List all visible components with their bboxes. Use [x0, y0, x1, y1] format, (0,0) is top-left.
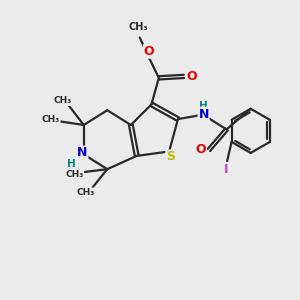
Text: H: H: [67, 159, 76, 169]
Text: H: H: [199, 101, 208, 111]
Text: CH₃: CH₃: [65, 170, 83, 179]
Text: O: O: [186, 70, 196, 83]
Text: CH₃: CH₃: [42, 115, 60, 124]
Text: CH₃: CH₃: [77, 188, 95, 197]
Text: CH₃: CH₃: [128, 22, 148, 32]
Text: I: I: [224, 164, 228, 176]
Text: S: S: [166, 150, 175, 163]
Text: CH₃: CH₃: [53, 96, 72, 105]
Text: O: O: [195, 143, 206, 157]
Text: N: N: [77, 146, 88, 159]
Text: N: N: [198, 108, 209, 121]
Text: O: O: [144, 45, 154, 58]
